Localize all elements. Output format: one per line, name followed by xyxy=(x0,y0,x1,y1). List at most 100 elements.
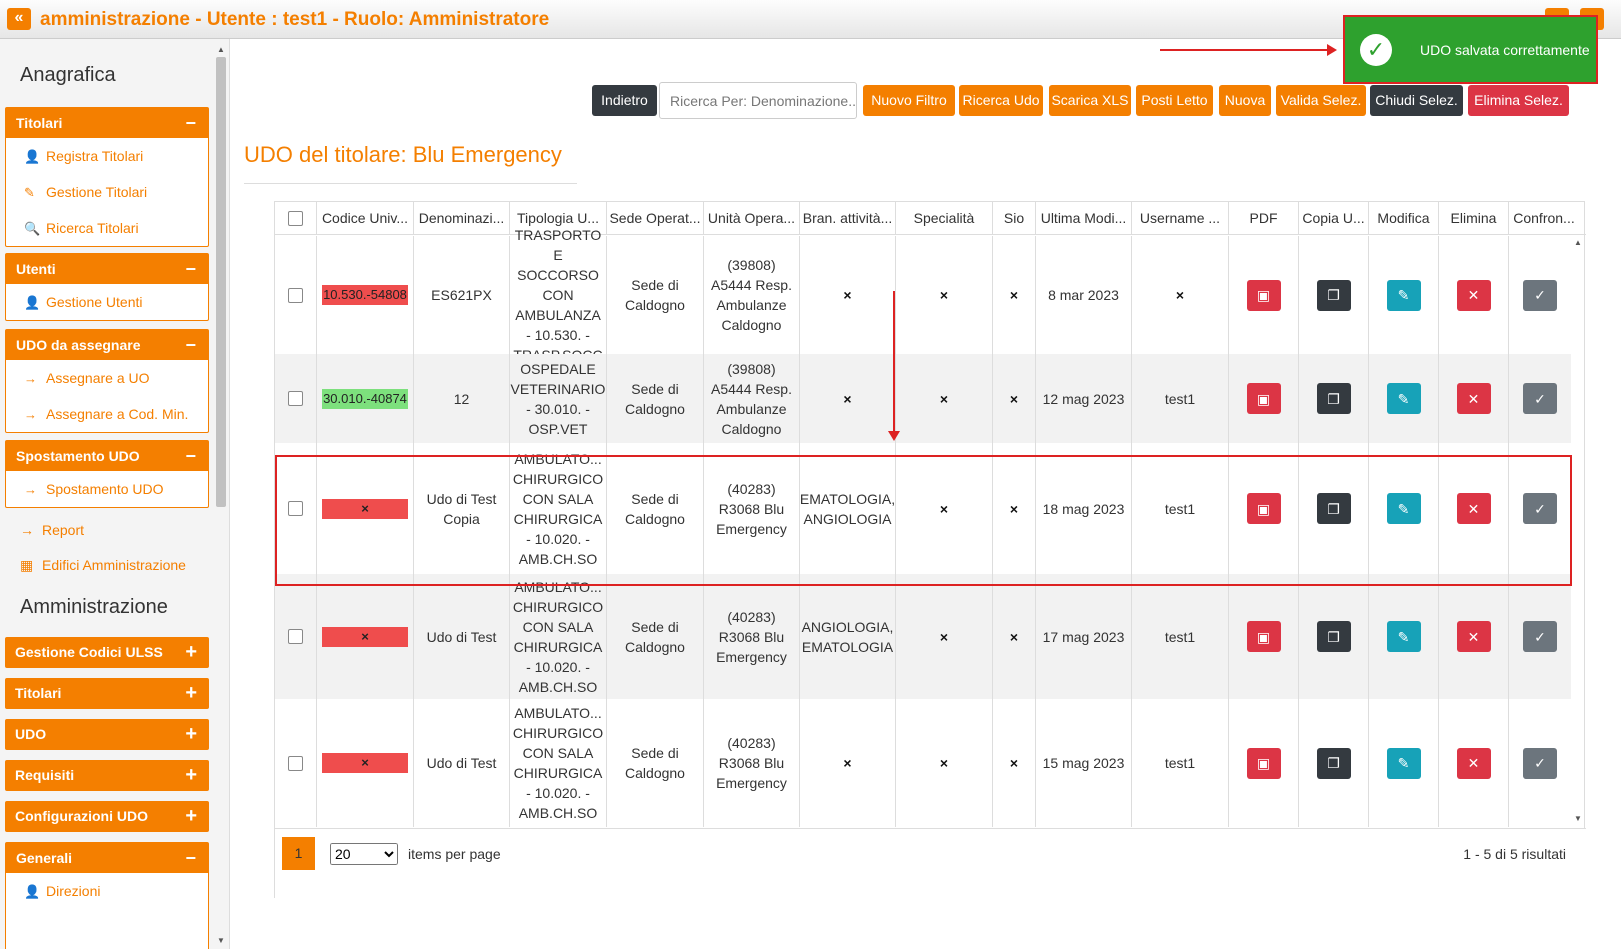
edit-button[interactable]: ✎ xyxy=(1386,279,1421,311)
col-unita[interactable]: Unità Opera... xyxy=(704,202,800,235)
col-elimina[interactable]: Elimina xyxy=(1439,202,1509,235)
plus-icon[interactable]: + xyxy=(185,805,197,827)
menu-ricerca-titolari[interactable]: 🔍 Ricerca Titolari xyxy=(6,210,208,246)
pdf-button[interactable]: ▣ xyxy=(1246,621,1281,652)
panel-gestione-codici-ulss[interactable]: Gestione Codici ULSS + xyxy=(5,637,209,668)
col-copia[interactable]: Copia U... xyxy=(1299,202,1369,235)
collapse-sidebar-button[interactable]: « xyxy=(7,8,31,30)
panel-requisiti[interactable]: Requisiti + xyxy=(5,760,209,791)
confirm-button[interactable]: ✓ xyxy=(1523,279,1557,311)
ricerca-udo-button[interactable]: Ricerca Udo xyxy=(959,85,1043,116)
table-row[interactable]: × Udo di Test AMBULATO... CHIRURGICO CON S… xyxy=(275,699,1571,827)
elimina-selez-button[interactable]: Elimina Selez. xyxy=(1468,85,1569,116)
pdf-button[interactable]: ▣ xyxy=(1246,279,1281,311)
plus-icon[interactable]: + xyxy=(185,682,197,704)
panel-udo[interactable]: UDO + xyxy=(5,719,209,750)
scroll-down-icon[interactable]: ▼ xyxy=(217,936,225,945)
confirm-button[interactable]: ✓ xyxy=(1523,383,1557,414)
nuovo-filtro-button[interactable]: Nuovo Filtro xyxy=(863,85,955,116)
nuova-button[interactable]: Nuova xyxy=(1219,85,1271,116)
menu-spostamento-udo[interactable]: → Spostamento UDO xyxy=(6,471,208,507)
plus-icon[interactable]: + xyxy=(185,723,197,745)
col-denominazione[interactable]: Denominazi... xyxy=(414,202,510,235)
menu-gestione-utenti[interactable]: 👤 Gestione Utenti xyxy=(6,284,208,320)
copy-button[interactable]: ❐ xyxy=(1316,279,1351,311)
delete-button[interactable]: ✕ xyxy=(1456,747,1491,779)
posti-letto-button[interactable]: Posti Letto xyxy=(1136,85,1213,116)
col-sede[interactable]: Sede Operat... xyxy=(607,202,704,235)
edit-button[interactable]: ✎ xyxy=(1386,621,1421,652)
menu-assegnare-uo[interactable]: → Assegnare a UO xyxy=(6,360,208,396)
back-button[interactable]: Indietro xyxy=(592,85,657,116)
edit-button[interactable]: ✎ xyxy=(1386,493,1421,524)
pdf-button[interactable]: ▣ xyxy=(1246,493,1281,524)
plus-icon[interactable]: + xyxy=(185,641,197,663)
panel-header-generali[interactable]: Generali − xyxy=(6,843,208,873)
col-modifica[interactable]: Modifica xyxy=(1369,202,1439,235)
minus-icon[interactable]: − xyxy=(185,848,196,868)
scroll-up-icon[interactable]: ▲ xyxy=(1574,238,1582,247)
copy-button[interactable]: ❐ xyxy=(1316,747,1351,779)
col-sio[interactable]: Sio xyxy=(993,202,1036,235)
copy-button[interactable]: ❐ xyxy=(1316,383,1351,414)
col-pdf[interactable]: PDF xyxy=(1229,202,1299,235)
col-confronta[interactable]: Confron... xyxy=(1513,210,1575,226)
delete-button[interactable]: ✕ xyxy=(1456,383,1491,414)
col-username[interactable]: Username ... xyxy=(1132,202,1229,235)
row-checkbox[interactable] xyxy=(288,501,303,516)
pdf-button[interactable]: ▣ xyxy=(1246,747,1281,779)
page-button[interactable]: 1 xyxy=(282,837,315,870)
delete-button[interactable]: ✕ xyxy=(1456,493,1491,524)
col-codice[interactable]: Codice Univ... xyxy=(317,202,414,235)
col-specialita[interactable]: Specialità xyxy=(896,202,993,235)
scroll-up-icon[interactable]: ▲ xyxy=(217,45,225,54)
minus-icon[interactable]: − xyxy=(185,446,196,466)
copy-button[interactable]: ❐ xyxy=(1316,621,1351,652)
scarica-xls-button[interactable]: Scarica XLS xyxy=(1049,85,1131,116)
minus-icon[interactable]: − xyxy=(185,335,196,355)
panel-configurazioni-udo[interactable]: Configurazioni UDO + xyxy=(5,801,209,832)
menu-report[interactable]: → Report xyxy=(20,522,85,538)
minus-icon[interactable]: − xyxy=(185,259,196,279)
row-checkbox[interactable] xyxy=(288,391,303,406)
menu-gestione-titolari[interactable]: ✎ Gestione Titolari xyxy=(6,174,208,210)
table-row[interactable]: × Udo di Test AMBULATO... CHIRURGICO CON S… xyxy=(275,574,1571,699)
confirm-button[interactable]: ✓ xyxy=(1523,747,1557,779)
menu-direzioni[interactable]: 👤 Direzioni xyxy=(6,873,208,909)
confirm-button[interactable]: ✓ xyxy=(1523,493,1557,524)
delete-button[interactable]: ✕ xyxy=(1456,621,1491,652)
panel-header-spostamento[interactable]: Spostamento UDO − xyxy=(6,441,208,471)
row-checkbox[interactable] xyxy=(288,629,303,644)
pdf-button[interactable]: ▣ xyxy=(1246,383,1281,414)
table-row[interactable]: 10.530.-54808 ES621PX TRASPORTO E SOCCORSO… xyxy=(275,227,1571,363)
panel-header-utenti[interactable]: Utenti − xyxy=(6,254,208,284)
chiudi-selez-button[interactable]: Chiudi Selez. xyxy=(1370,85,1463,116)
scroll-down-icon[interactable]: ▼ xyxy=(1574,814,1582,823)
select-all-checkbox[interactable] xyxy=(288,211,303,226)
delete-button[interactable]: ✕ xyxy=(1456,279,1491,311)
page-size-select[interactable]: 20 xyxy=(330,843,398,865)
sidebar-scrollbar[interactable]: ▲ ▼ xyxy=(214,43,228,948)
confirm-button[interactable]: ✓ xyxy=(1523,621,1557,652)
col-ultima-modifica[interactable]: Ultima Modi... xyxy=(1036,202,1132,235)
menu-assegnare-cod-min[interactable]: → Assegnare a Cod. Min. xyxy=(6,396,208,432)
panel-titolari-admin[interactable]: Titolari + xyxy=(5,678,209,709)
scroll-thumb[interactable] xyxy=(216,57,226,507)
panel-header-udo-assegnare[interactable]: UDO da assegnare − xyxy=(6,330,208,360)
table-row[interactable]: × Udo di Test Copia AMBULATO... CHIRURGICO… xyxy=(275,443,1571,574)
copy-button[interactable]: ❐ xyxy=(1316,493,1351,524)
plus-icon[interactable]: + xyxy=(185,764,197,786)
minus-icon[interactable]: − xyxy=(185,113,196,133)
search-input[interactable] xyxy=(659,82,857,119)
menu-edifici[interactable]: ▦ Edifici Amministrazione xyxy=(20,557,186,573)
edit-button[interactable]: ✎ xyxy=(1386,383,1421,414)
row-checkbox[interactable] xyxy=(288,287,303,303)
table-row[interactable]: 30.010.-40874 12 OSPEDALE VETERINARIO - 30… xyxy=(275,354,1571,443)
edit-button[interactable]: ✎ xyxy=(1386,747,1421,779)
row-checkbox[interactable] xyxy=(288,755,303,771)
valida-selez-button[interactable]: Valida Selez. xyxy=(1276,85,1366,116)
menu-registra-titolari[interactable]: 👤 Registra Titolari xyxy=(6,138,208,174)
panel-header-titolari[interactable]: Titolari − xyxy=(6,108,208,138)
table-scrollbar[interactable]: ▲ ▼ xyxy=(1571,236,1585,827)
col-tipologia[interactable]: Tipologia U... xyxy=(510,202,607,235)
